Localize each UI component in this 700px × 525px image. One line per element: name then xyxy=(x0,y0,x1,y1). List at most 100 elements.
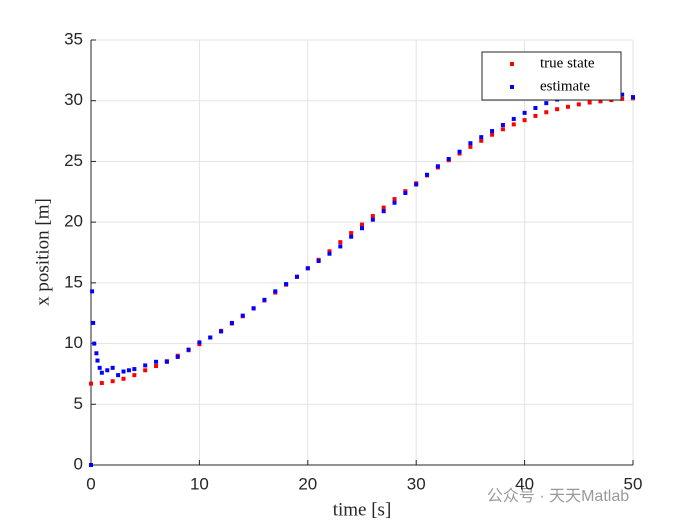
point xyxy=(533,113,538,118)
point xyxy=(219,329,224,334)
point xyxy=(598,99,603,104)
point xyxy=(338,240,343,245)
point xyxy=(392,197,397,202)
point xyxy=(468,141,473,146)
point xyxy=(457,149,462,154)
point xyxy=(490,129,495,134)
point xyxy=(294,274,299,279)
watermark: 公众号 · 天天Matlab xyxy=(487,487,629,505)
x-tick-label: 50 xyxy=(624,474,643,493)
point xyxy=(338,244,343,249)
point xyxy=(414,182,419,187)
point xyxy=(555,107,560,112)
point xyxy=(110,379,115,384)
point xyxy=(631,95,635,100)
y-tick-label: 15 xyxy=(64,272,83,291)
point xyxy=(305,266,310,271)
point xyxy=(620,96,625,101)
point xyxy=(479,135,484,140)
point xyxy=(544,110,549,115)
x-tick-label: 20 xyxy=(298,474,317,493)
x-axis-label: time [s] xyxy=(333,499,392,520)
point xyxy=(89,463,93,467)
point xyxy=(522,118,527,123)
point xyxy=(327,251,332,256)
point xyxy=(116,373,121,378)
point xyxy=(511,122,516,127)
legend-label: true state xyxy=(540,55,595,71)
y-tick-label: 5 xyxy=(74,394,83,413)
x-tick-label: 30 xyxy=(407,474,426,493)
point xyxy=(360,226,364,231)
point xyxy=(403,191,408,195)
y-tick-label: 35 xyxy=(64,29,83,48)
point xyxy=(500,127,505,132)
point xyxy=(381,205,386,210)
point xyxy=(143,368,148,373)
point xyxy=(500,123,505,127)
point xyxy=(620,92,625,97)
point xyxy=(143,363,148,368)
point xyxy=(251,306,256,311)
point xyxy=(468,144,473,149)
x-tick-label: 10 xyxy=(190,474,209,493)
point xyxy=(446,157,451,161)
point xyxy=(565,104,570,109)
point xyxy=(435,164,440,169)
point xyxy=(97,365,102,370)
point xyxy=(92,341,97,346)
point xyxy=(576,102,581,107)
point xyxy=(240,313,245,318)
point xyxy=(121,369,126,374)
point xyxy=(284,282,289,287)
point xyxy=(91,320,96,325)
point xyxy=(349,231,354,236)
point xyxy=(164,359,169,364)
point xyxy=(425,172,430,177)
point xyxy=(154,359,159,364)
point xyxy=(370,217,375,222)
y-tick-label: 30 xyxy=(64,90,83,109)
legend-swatch xyxy=(510,62,514,66)
point xyxy=(479,138,484,143)
point xyxy=(90,289,95,294)
point xyxy=(110,365,115,370)
point xyxy=(89,381,93,386)
point xyxy=(132,373,137,378)
point xyxy=(208,335,213,340)
point xyxy=(327,249,332,254)
point xyxy=(511,116,516,121)
point xyxy=(154,364,159,369)
point xyxy=(349,234,354,239)
point xyxy=(126,368,131,373)
legend-box xyxy=(481,51,622,101)
point xyxy=(105,368,110,373)
y-tick-label: 20 xyxy=(64,212,83,231)
legend-swatch xyxy=(510,85,514,89)
legend-label: estimate xyxy=(540,78,590,94)
point xyxy=(273,289,278,294)
y-axis-label: x position [m] xyxy=(32,198,53,306)
point xyxy=(533,106,538,110)
point xyxy=(262,297,267,302)
point xyxy=(381,209,386,214)
point xyxy=(587,100,592,105)
x-tick-label: 0 xyxy=(86,474,95,493)
x-tick-label: 40 xyxy=(515,474,534,493)
point xyxy=(175,354,180,359)
point xyxy=(99,370,104,375)
y-tick-label: 25 xyxy=(64,151,83,170)
point xyxy=(544,101,549,106)
point xyxy=(99,381,104,386)
point xyxy=(360,222,364,227)
point xyxy=(121,376,126,381)
point xyxy=(392,200,397,205)
point xyxy=(316,259,321,263)
point xyxy=(522,110,527,115)
point xyxy=(370,214,375,219)
point xyxy=(229,320,234,325)
y-tick-label: 0 xyxy=(74,454,83,473)
point xyxy=(197,340,202,345)
point xyxy=(95,358,100,363)
